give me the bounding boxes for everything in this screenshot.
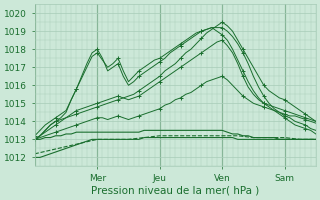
X-axis label: Pression niveau de la mer( hPa ): Pression niveau de la mer( hPa ) <box>91 186 260 196</box>
